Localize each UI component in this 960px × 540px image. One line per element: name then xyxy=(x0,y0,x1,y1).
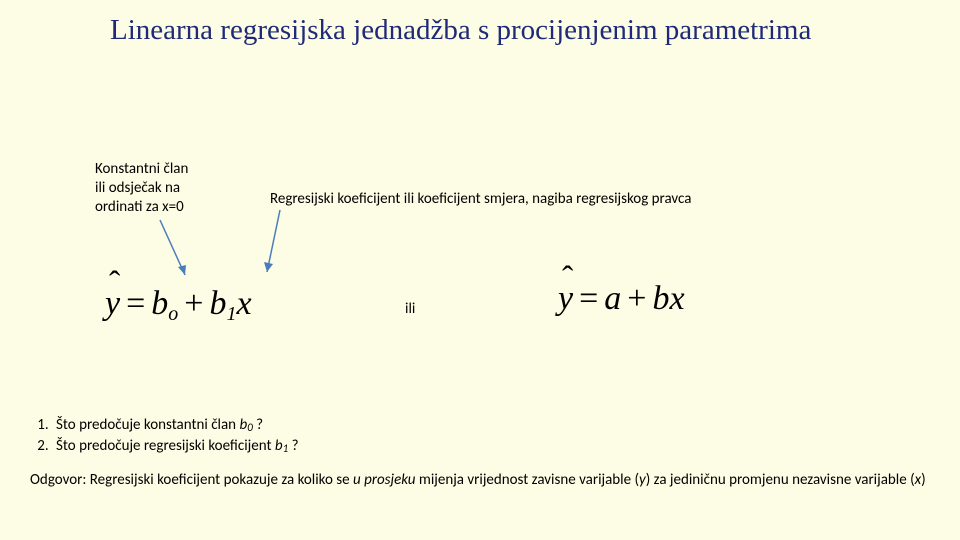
ans-italic: u prosjeku xyxy=(353,471,415,489)
eq2-x: x xyxy=(669,280,684,317)
eq2-b: b xyxy=(652,280,669,317)
q2-post: ? xyxy=(288,437,298,455)
eq1-b1-sub: 1 xyxy=(226,303,236,325)
question-1: Što predočuje konstantni član b0 ? xyxy=(52,415,299,436)
q2-text: Što predočuje regresijski koeficijent xyxy=(56,437,275,455)
ans-pre: Odgovor: Regresijski koeficijent pokazuj… xyxy=(30,471,353,489)
or-separator: ili xyxy=(405,300,415,318)
annot-left-line1: Konstantni član xyxy=(95,160,188,178)
annotation-regression-coefficient: Regresijski koeficijent ili koeficijent … xyxy=(270,190,691,208)
question-2: Što predočuje regresijski koeficijent b1… xyxy=(52,436,299,457)
eq2-a: a xyxy=(604,280,621,317)
q1-text: Što predočuje konstantni član xyxy=(56,416,239,434)
annot-left-line3: ordinati za x=0 xyxy=(95,198,184,216)
answer-block: Odgovor: Regresijski koeficijent pokazuj… xyxy=(30,470,930,490)
ans-mid2: ) za jediničnu promjenu nezavisne varija… xyxy=(646,471,915,489)
eq1-b0-b: b xyxy=(151,285,168,322)
ans-y: y xyxy=(639,471,646,489)
annotation-constant-term: Konstantni član ili odsječak na ordinati… xyxy=(95,160,245,216)
arrow-to-coefficient xyxy=(255,210,315,290)
page-title: Linearna regresijska jednadžba s procije… xyxy=(110,14,811,47)
q2-symbol: b xyxy=(275,437,283,455)
eq1-b1-b: b xyxy=(209,285,226,322)
equation-1: y=bo+b1x xyxy=(105,285,252,326)
arrow-to-constant xyxy=(150,220,210,290)
equation-2: y=a+bx xyxy=(558,280,685,318)
eq2-yhat: y xyxy=(558,280,573,318)
eq1-b0-sub: o xyxy=(168,303,178,325)
ans-end: ) xyxy=(921,471,926,489)
questions-block: Što predočuje konstantni član b0 ? Što p… xyxy=(30,415,299,467)
eq1-x: x xyxy=(236,285,251,322)
eq1-yhat: y xyxy=(105,285,120,323)
annot-left-line2: ili odsječak na xyxy=(95,179,180,197)
q1-post: ? xyxy=(253,416,263,434)
ans-mid: mijenja vrijednost zavisne varijable ( xyxy=(415,471,639,489)
